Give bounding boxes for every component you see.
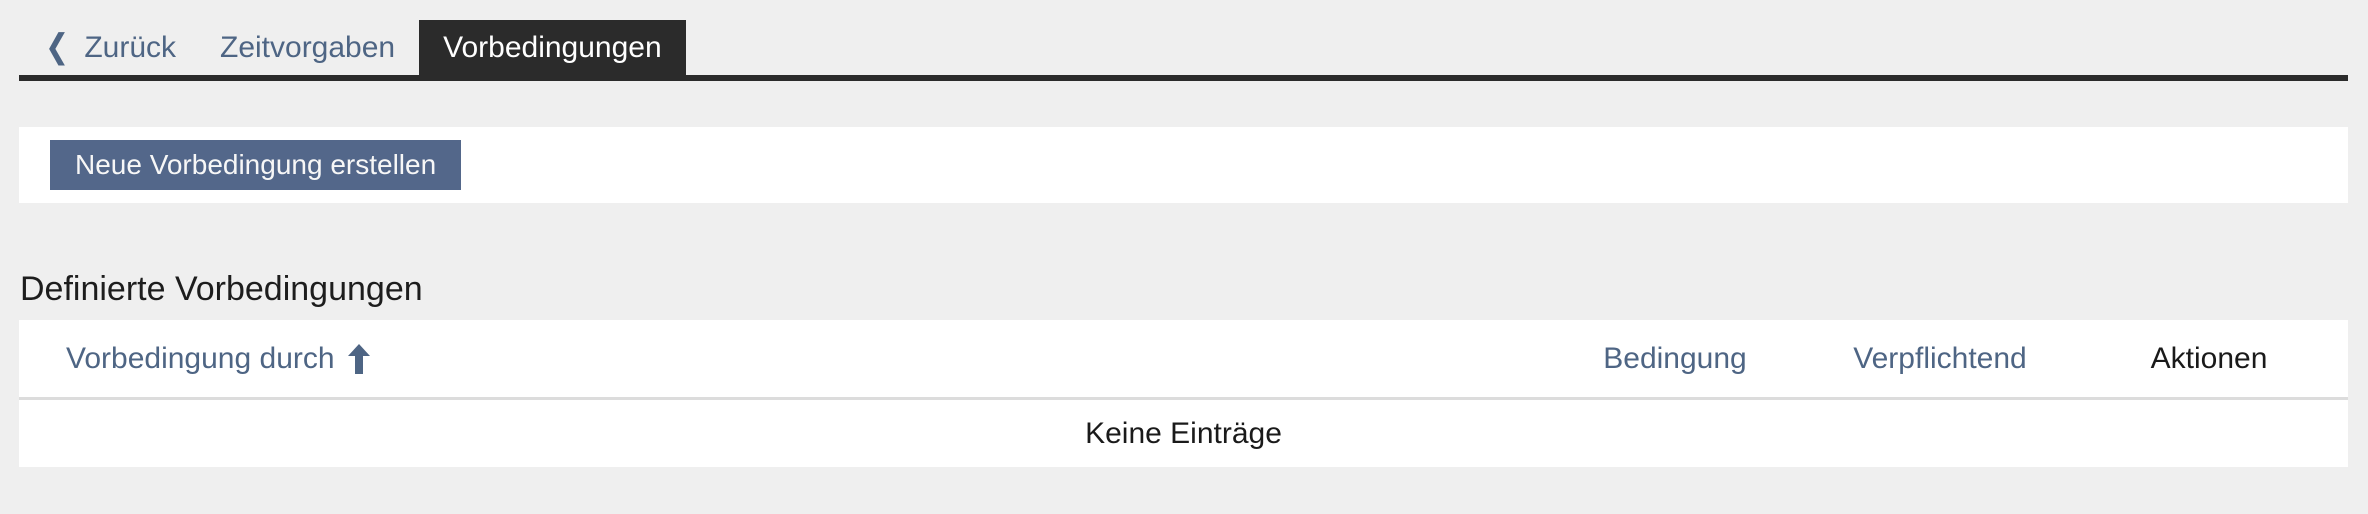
- sort-mandatory-link[interactable]: Verpflichtend: [1853, 341, 2027, 375]
- sort-ascending-icon: [347, 343, 370, 374]
- section-heading: Definierte Vorbedingungen: [20, 270, 423, 308]
- toolbar-panel: Neue Vorbedingung erstellen: [19, 127, 2348, 203]
- preconditions-table: Vorbedingung durch Bedingung Verpflichte…: [19, 320, 2348, 467]
- tab-zeitvorgaben[interactable]: Zeitvorgaben: [220, 30, 396, 64]
- table-empty-row: Keine Einträge: [19, 400, 2348, 467]
- column-header-actions: Aktionen: [2150, 341, 2268, 375]
- sort-condition-link[interactable]: Bedingung: [1603, 341, 1747, 375]
- column-header-label: Vorbedingung durch: [66, 341, 335, 375]
- tab-vorbedingungen[interactable]: Vorbedingungen: [419, 20, 686, 75]
- empty-state-text: Keine Einträge: [1085, 416, 1282, 450]
- back-link[interactable]: ❮ Zurück: [45, 20, 176, 75]
- column-header-precondition-by: Vorbedingung durch: [19, 342, 1540, 376]
- column-header-mandatory: Verpflichtend: [1810, 342, 2070, 376]
- tab-bar: ❮ Zurück Zeitvorgaben Vorbedingungen: [19, 20, 2348, 81]
- chevron-left-icon: ❮: [45, 28, 70, 66]
- column-header-condition: Bedingung: [1540, 342, 1810, 376]
- back-link-label: Zurück: [84, 30, 176, 64]
- create-precondition-button[interactable]: Neue Vorbedingung erstellen: [50, 140, 462, 190]
- table-header-row: Vorbedingung durch Bedingung Verpflichte…: [19, 320, 2348, 400]
- sort-precondition-by-link[interactable]: Vorbedingung durch: [66, 342, 370, 376]
